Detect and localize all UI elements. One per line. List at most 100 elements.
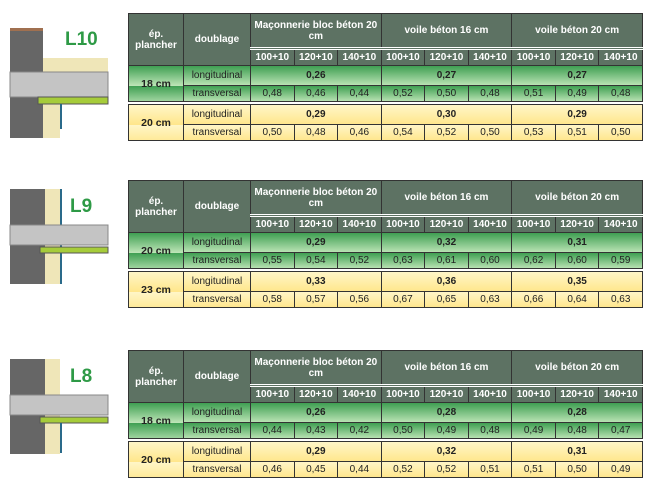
junction-label: L10 [65,29,98,50]
transversal-value: 0,52 [337,252,382,269]
header-wall-type: voile béton 20 cm [511,350,643,386]
junction-diagram-l8 [9,359,109,454]
header-insulation: 120+10 [424,47,469,66]
header-insulation: 140+10 [337,384,382,403]
thermal-bridge-table: ép. plancher doublage Maçonnerie bloc béto… [128,350,643,478]
row-label: transversal [183,461,251,478]
transversal-value: 0,63 [380,252,426,269]
transversal-value: 0,52 [424,461,469,478]
longitudinal-value: 0,27 [511,65,643,86]
transversal-value: 0,50 [380,422,426,439]
header-insulation: 120+10 [293,384,339,403]
row-label: transversal [183,85,251,102]
transversal-value: 0,62 [511,252,556,269]
header-insulation: 120+10 [293,47,339,66]
longitudinal-value: 0,29 [250,232,382,253]
transversal-value: 0,48 [598,85,643,102]
transversal-value: 0,47 [598,422,643,439]
longitudinal-value: 0,30 [380,104,513,125]
row-label: longitudinal [183,441,251,462]
thermal-bridge-table: ép. plancher doublage Maçonnerie bloc béto… [128,13,643,141]
transversal-value: 0,55 [250,252,295,269]
transversal-value: 0,43 [293,422,339,439]
transversal-value: 0,50 [250,124,295,141]
table-row: 20 cm longitudinal 0,29 0,32 0,31 [128,232,643,269]
row-label: longitudinal [183,65,251,86]
transversal-value: 0,46 [293,85,339,102]
header-insulation: 140+10 [598,214,643,233]
transversal-value: 0,56 [337,291,382,308]
table-row: 20 cm longitudinal 0,29 0,30 0,29 [128,104,643,141]
header-insulation: 140+10 [337,47,382,66]
transversal-value: 0,42 [337,422,382,439]
transversal-value: 0,51 [511,85,556,102]
longitudinal-value: 0,31 [511,441,643,462]
header-insulation: 140+10 [598,47,643,66]
transversal-value: 0,52 [424,124,469,141]
header-wall-type: voile béton 16 cm [380,13,513,49]
junction-diagram-l10 [9,28,109,138]
header-wall-type: voile béton 16 cm [380,350,513,386]
header-insulation: 100+10 [511,214,556,233]
transversal-value: 0,54 [380,124,426,141]
transversal-value: 0,63 [598,291,643,308]
header-insulation: 100+10 [250,214,295,233]
header-doublage: doublage [183,180,251,233]
transversal-value: 0,51 [467,461,513,478]
table-row: transversal 0,55 0,54 0,52 0,63 0,61 0,60 0,62 0… [128,252,643,269]
longitudinal-value: 0,26 [250,402,382,423]
transversal-value: 0,50 [598,124,643,141]
header-insulation: 100+10 [380,47,426,66]
row-label: transversal [183,291,251,308]
row-label: transversal [183,252,251,269]
transversal-value: 0,53 [511,124,556,141]
header-insulation: 100+10 [250,47,295,66]
transversal-value: 0,51 [554,124,600,141]
floor-thickness: 20 cm [128,441,184,478]
header-insulation: 100+10 [511,47,556,66]
longitudinal-value: 0,29 [250,104,382,125]
header-wall-type: Maçonnerie bloc béton 20 cm [250,350,382,386]
header-insulation: 100+10 [380,384,426,403]
floor-thickness: 23 cm [128,271,184,308]
transversal-value: 0,52 [380,461,426,478]
table-row: 18 cm longitudinal 0,26 0,28 0,28 [128,402,643,439]
longitudinal-value: 0,27 [380,65,513,86]
header-insulation: 120+10 [554,214,600,233]
transversal-value: 0,48 [467,422,513,439]
table-row: 23 cm longitudinal 0,33 0,36 0,35 [128,271,643,308]
transversal-value: 0,67 [380,291,426,308]
transversal-value: 0,60 [467,252,513,269]
header-ep-plancher: ép. plancher [128,180,184,233]
transversal-value: 0,61 [424,252,469,269]
longitudinal-value: 0,26 [250,65,382,86]
header-wall-type: voile béton 16 cm [380,180,513,216]
transversal-value: 0,58 [250,291,295,308]
transversal-value: 0,49 [554,85,600,102]
floor-thickness: 18 cm [128,402,184,439]
floor-thickness: 18 cm [128,65,184,102]
junction-label: L8 [70,366,93,387]
header-insulation: 140+10 [467,214,513,233]
transversal-value: 0,48 [293,124,339,141]
transversal-value: 0,48 [554,422,600,439]
header-wall-type: Maçonnerie bloc béton 20 cm [250,13,382,49]
transversal-value: 0,50 [424,85,469,102]
transversal-value: 0,51 [511,461,556,478]
row-label: longitudinal [183,402,251,423]
longitudinal-value: 0,32 [380,232,513,253]
longitudinal-value: 0,31 [511,232,643,253]
transversal-value: 0,44 [250,422,295,439]
transversal-value: 0,63 [467,291,513,308]
longitudinal-value: 0,32 [380,441,513,462]
table-row: transversal 0,50 0,48 0,46 0,54 0,52 0,50 0,53 0… [128,124,643,141]
junction-label: L9 [70,196,93,217]
header-wall-type: voile béton 20 cm [511,180,643,216]
transversal-value: 0,50 [467,124,513,141]
header-insulation: 140+10 [467,47,513,66]
longitudinal-value: 0,28 [380,402,513,423]
transversal-value: 0,52 [380,85,426,102]
header-ep-plancher: ép. plancher [128,13,184,66]
longitudinal-value: 0,28 [511,402,643,423]
header-insulation: 140+10 [598,384,643,403]
